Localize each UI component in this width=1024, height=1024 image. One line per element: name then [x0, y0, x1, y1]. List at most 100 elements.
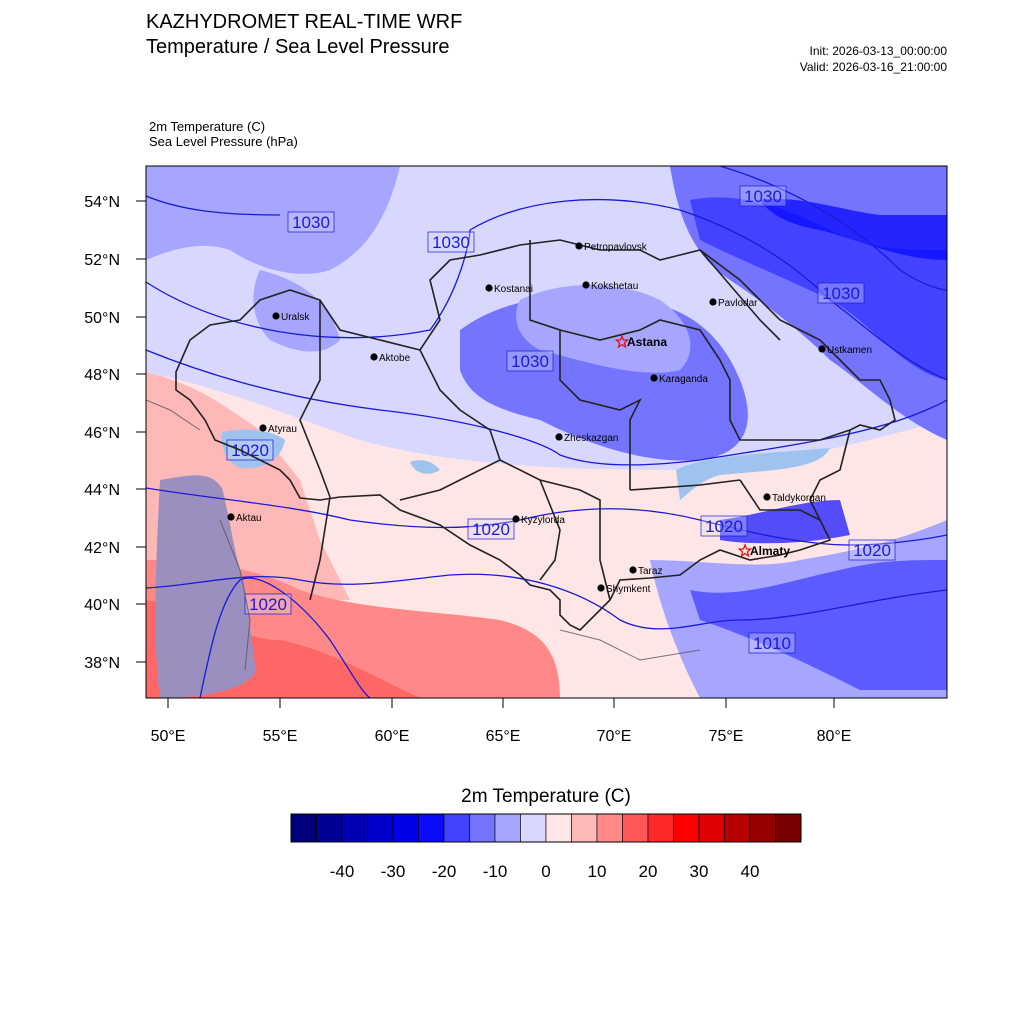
city-dot-icon: [512, 515, 520, 523]
city-dot-icon: [485, 284, 493, 292]
temperature-variable-label: 2m Temperature (C): [149, 119, 266, 134]
city-dot-icon: [582, 281, 590, 289]
city-label: Zheskazgan: [564, 433, 618, 444]
lat-tick-label: 42°N: [84, 540, 120, 557]
colorbar-swatch: [443, 813, 470, 843]
isobar-label-box: [467, 518, 515, 540]
lat-tick-label: 40°N: [84, 597, 120, 614]
isobar-labels: 1030 1030 1030 1030 1030 1020 1020 1020 1020 1020…: [226, 185, 896, 654]
colorbar-swatch: [392, 813, 419, 843]
region-borders: [175, 239, 896, 631]
city-label: Taldykorgan: [772, 493, 826, 504]
colorbar-swatch: [749, 813, 776, 843]
lat-tick-label: 50°N: [84, 310, 120, 327]
isobar-label: 1020: [249, 595, 287, 614]
colorbar-swatch: [673, 813, 700, 843]
city-dot-icon: [259, 424, 267, 432]
colorbar-swatch: [367, 813, 394, 843]
city-dot-icon: [555, 433, 563, 441]
city-label: Pavlodar: [718, 298, 758, 309]
lat-tick-label: 46°N: [84, 425, 120, 442]
colorbar-swatch: [622, 813, 649, 843]
lon-tick-label: 55°E: [263, 728, 298, 745]
isobar-label: 1030: [511, 352, 549, 371]
colorbar-swatch: [494, 813, 521, 843]
city-dot-icon: [650, 374, 658, 382]
isobar-label: 1030: [744, 187, 782, 206]
city-label: Ustkamen: [827, 345, 872, 356]
lon-tick-label: 70°E: [597, 728, 632, 745]
colorbar-swatch: [596, 813, 623, 843]
lat-tick-label: 44°N: [84, 482, 120, 499]
isobar-label-box: [244, 593, 292, 615]
colorbar-tick-labels: -40 -30 -20 -10 0 10 20 30 40: [330, 862, 760, 881]
city-label: Shymkent: [606, 584, 651, 595]
lon-tick-label: 75°E: [709, 728, 744, 745]
isobar-label: 1020: [705, 517, 743, 536]
colorbar-tick-label: 20: [639, 862, 658, 881]
lat-tick-label: 48°N: [84, 367, 120, 384]
city-markers: Petropavlovsk Kostanai Kokshetau Uralsk Pavl…: [227, 242, 872, 595]
colorbar-swatch: [775, 813, 802, 843]
city-label: Petropavlovsk: [584, 242, 648, 253]
isobar-label: 1020: [231, 441, 269, 460]
init-time: Init: 2026-03-13_00:00:00: [809, 44, 947, 58]
isobar-label-box: [700, 515, 748, 537]
city-dot-icon: [597, 584, 605, 592]
isobar-label-box: [226, 439, 274, 461]
isobar-label: 1030: [432, 233, 470, 252]
colorbar-swatch: [341, 813, 368, 843]
colorbar: [290, 813, 802, 843]
city-label: Aktau: [236, 513, 262, 524]
pressure-variable-label: Sea Level Pressure (hPa): [149, 134, 298, 149]
city-dot-icon: [818, 345, 826, 353]
lat-tick-label: 54°N: [84, 194, 120, 211]
isobar-label: 1020: [853, 541, 891, 560]
isobar-label-box: [506, 350, 554, 372]
lon-tick-label: 65°E: [486, 728, 521, 745]
city-label: Uralsk: [281, 312, 310, 323]
city-label: Atyrau: [268, 424, 297, 435]
colorbar-swatch: [724, 813, 751, 843]
colorbar-swatch: [647, 813, 674, 843]
city-dot-icon: [709, 298, 717, 306]
isobar-label-box: [848, 539, 896, 561]
city-dot-icon: [272, 312, 280, 320]
colorbar-tick-label: -30: [381, 862, 406, 881]
lon-tick-label: 60°E: [375, 728, 410, 745]
lat-tick-label: 38°N: [84, 655, 120, 672]
pressure-contours: [146, 166, 947, 698]
colorbar-tick-label: -20: [432, 862, 457, 881]
colorbar-swatch: [469, 813, 496, 843]
isobar-label-box: [427, 231, 475, 253]
valid-time: Valid: 2026-03-16_21:00:00: [799, 60, 947, 74]
city-label: Karaganda: [659, 374, 708, 385]
colorbar-swatch: [316, 813, 343, 843]
city-label: Kokshetau: [591, 281, 638, 292]
city-label: Kyzylorda: [521, 515, 565, 526]
city-label: Kostanai: [494, 284, 533, 295]
city-label: Aktobe: [379, 353, 411, 364]
lon-tick-label: 80°E: [817, 728, 852, 745]
colorbar-tick-label: 40: [741, 862, 760, 881]
isobar-label-box: [817, 282, 865, 304]
city-dot-icon: [763, 493, 771, 501]
colorbar-tick-label: -40: [330, 862, 355, 881]
city-dot-icon: [227, 513, 235, 521]
colorbar-swatch: [545, 813, 572, 843]
colorbar-tick-label: 0: [541, 862, 550, 881]
colorbar-tick-label: 30: [690, 862, 709, 881]
colorbar-swatch: [290, 813, 317, 843]
city-label: Taraz: [638, 566, 662, 577]
isobar-label: 1030: [292, 213, 330, 232]
colorbar-title: 2m Temperature (C): [461, 786, 631, 807]
isobar-label-box: [748, 632, 796, 654]
isobar-label: 1030: [822, 284, 860, 303]
capital-star-icon: [737, 543, 753, 558]
lon-tick-label: 50°E: [151, 728, 186, 745]
colorbar-tick-label: 10: [588, 862, 607, 881]
capital-star-icon: [614, 334, 630, 349]
axis-labels: 50°E 55°E 60°E 65°E 70°E 75°E 80°E 54°N 52°N 50°N…: [84, 194, 851, 745]
colorbar-swatch: [571, 813, 598, 843]
